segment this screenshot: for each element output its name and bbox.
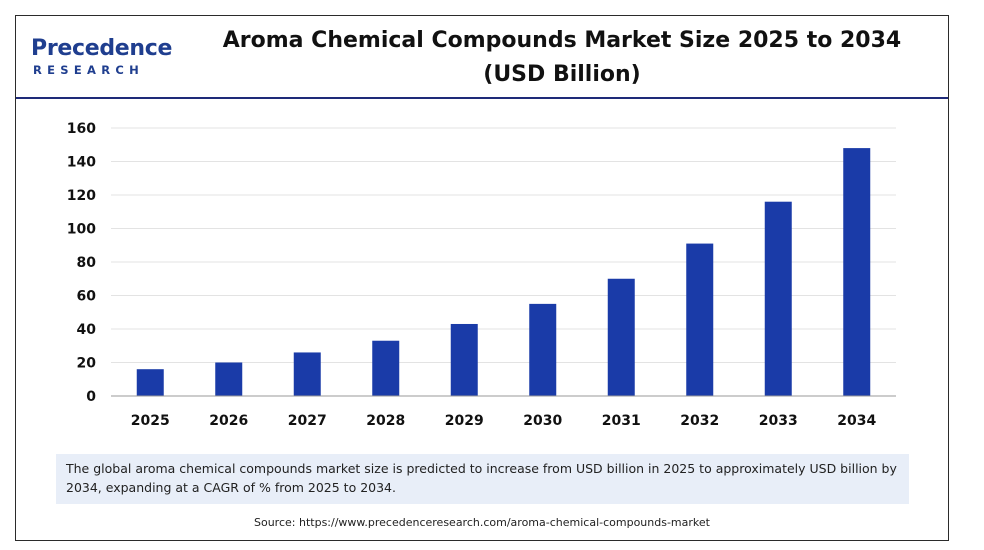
- y-tick-label: 40: [77, 322, 97, 338]
- x-tick-label: 2031: [602, 413, 641, 429]
- y-tick-label: 140: [67, 155, 96, 171]
- x-tick-label: 2034: [837, 413, 876, 429]
- chart-title: Aroma Chemical Compounds Market Size 202…: [222, 28, 902, 87]
- y-tick-label: 20: [77, 356, 97, 372]
- y-tick-label: 0: [86, 389, 96, 405]
- bar-2032: [686, 243, 714, 396]
- bar-2027: [293, 352, 321, 396]
- x-tick-label: 2027: [288, 413, 327, 429]
- x-tick-label: 2025: [131, 413, 170, 429]
- logo-name: Precedence: [31, 36, 173, 61]
- y-tick-label: 120: [67, 188, 96, 204]
- y-tick-label: 100: [67, 222, 96, 238]
- bars: [136, 148, 871, 396]
- bar-2030: [529, 303, 557, 396]
- bar-2034: [843, 148, 871, 396]
- x-tick-label: 2032: [680, 413, 719, 429]
- y-tick-label: 160: [67, 121, 96, 137]
- y-tick-label: 60: [77, 289, 97, 305]
- precedence-research-logo: Precedence RESEARCH: [31, 36, 173, 81]
- x-axis: 2025 2026 2027 2028 2029 2030 2031 2032 2033 2034: [111, 395, 896, 429]
- logo-tagline: RESEARCH: [33, 63, 145, 77]
- y-axis: 0 20 40 60 80 100 120 140 160: [67, 121, 96, 405]
- x-tick-label: 2033: [759, 413, 798, 429]
- bar-2028: [372, 340, 400, 396]
- y-tick-label: 80: [77, 255, 97, 271]
- source-text: Source: https://www.precedenceresearch.c…: [254, 516, 710, 529]
- bar-2026: [215, 362, 243, 396]
- bar-2031: [607, 278, 635, 396]
- infographic-frame: Precedence RESEARCH Aroma Chemical Compo…: [15, 15, 949, 541]
- bar-2033: [764, 201, 792, 396]
- x-tick-label: 2028: [366, 413, 405, 429]
- bar-2025: [136, 369, 164, 396]
- bar-2029: [450, 323, 478, 396]
- header: Precedence RESEARCH Aroma Chemical Compo…: [16, 16, 948, 99]
- x-tick-label: 2026: [209, 413, 248, 429]
- x-tick-label: 2030: [523, 413, 562, 429]
- summary-note: The global aroma chemical compounds mark…: [56, 454, 909, 504]
- x-tick-label: 2029: [445, 413, 484, 429]
